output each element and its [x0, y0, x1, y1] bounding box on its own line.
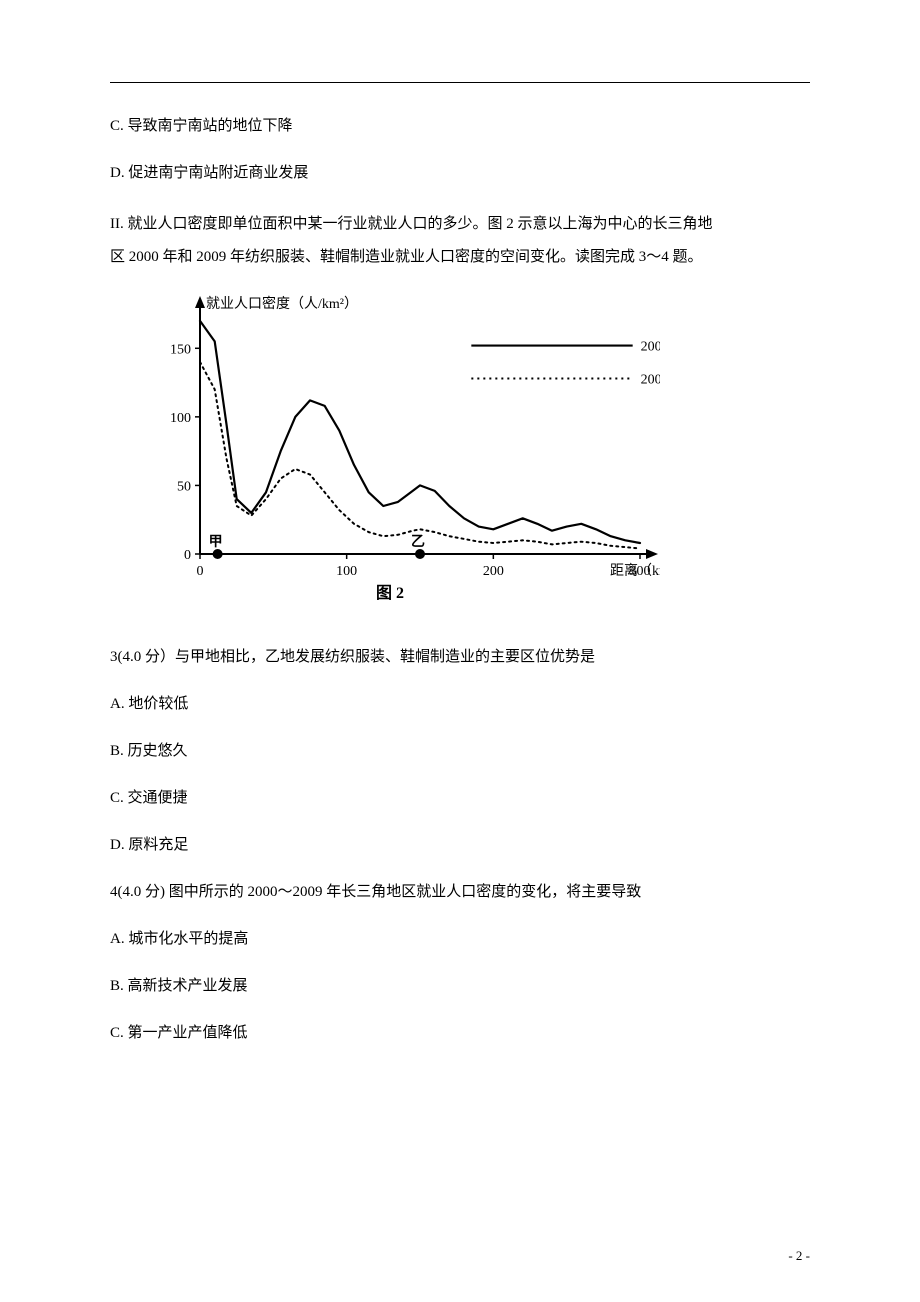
section-ii-intro-line2: 区 2000 年和 2009 年纺织服装、鞋帽制造业就业人口密度的空间变化。读图… [110, 249, 703, 265]
chart-svg: 0501001500100200300就业人口密度（人/km²）距离（km）甲乙… [140, 294, 660, 614]
question-4-option-c: C. 第一产业产值降低 [110, 1017, 810, 1050]
svg-text:就业人口密度（人/km²）: 就业人口密度（人/km²） [206, 295, 358, 312]
svg-text:50: 50 [177, 479, 191, 494]
question-4-option-c-text: C. 第一产业产值降低 [110, 1025, 248, 1041]
section-ii-intro: II. 就业人口密度即单位面积中某一行业就业人口的多少。图 2 示意以上海为中心… [110, 208, 810, 274]
page-number-text: - 2 - [788, 1248, 810, 1263]
question-4-option-b: B. 高新技术产业发展 [110, 970, 810, 1003]
question-4-option-b-text: B. 高新技术产业发展 [110, 978, 248, 994]
svg-text:2009年: 2009年 [641, 339, 660, 355]
option-d-line: D. 促进南宁南站附近商业发展 [110, 157, 810, 190]
page-number: - 2 - [788, 1248, 810, 1264]
question-4-option-a: A. 城市化水平的提高 [110, 923, 810, 956]
question-4-stem: 4(4.0 分) 图中所示的 2000～2009 年长三角地区就业人口密度的变化… [110, 876, 810, 909]
figure-2-chart: 0501001500100200300就业人口密度（人/km²）距离（km）甲乙… [140, 294, 810, 627]
option-c-text: C. 导致南宁南站的地位下降 [110, 118, 293, 134]
svg-text:0: 0 [197, 564, 204, 579]
option-c-line: C. 导致南宁南站的地位下降 [110, 110, 810, 143]
question-3-option-c-text: C. 交通便捷 [110, 790, 188, 806]
question-3-option-b: B. 历史悠久 [110, 735, 810, 768]
svg-text:200: 200 [483, 564, 504, 579]
question-4-option-a-text: A. 城市化水平的提高 [110, 931, 248, 947]
svg-text:距离（km）: 距离（km） [610, 562, 660, 579]
svg-text:图 2: 图 2 [376, 584, 404, 602]
question-3-option-c: C. 交通便捷 [110, 782, 810, 815]
question-3-option-a-text: A. 地价较低 [110, 696, 188, 712]
question-3-stem: 3(4.0 分）与甲地相比，乙地发展纺织服装、鞋帽制造业的主要区位优势是 [110, 641, 810, 674]
svg-text:150: 150 [170, 342, 191, 357]
question-3-option-d-text: D. 原料充足 [110, 837, 188, 853]
option-d-text: D. 促进南宁南站附近商业发展 [110, 165, 308, 181]
question-3-option-d: D. 原料充足 [110, 829, 810, 862]
question-4-stem-text: 4(4.0 分) 图中所示的 2000～2009 年长三角地区就业人口密度的变化… [110, 884, 641, 900]
section-ii-intro-line1: II. 就业人口密度即单位面积中某一行业就业人口的多少。图 2 示意以上海为中心… [110, 216, 713, 232]
svg-text:甲: 甲 [209, 534, 223, 550]
svg-text:100: 100 [336, 564, 357, 579]
question-3-stem-text: 3(4.0 分）与甲地相比，乙地发展纺织服装、鞋帽制造业的主要区位优势是 [110, 649, 595, 665]
page-content: C. 导致南宁南站的地位下降 D. 促进南宁南站附近商业发展 II. 就业人口密… [110, 110, 810, 1050]
svg-text:0: 0 [184, 548, 191, 563]
svg-text:乙: 乙 [411, 534, 425, 550]
svg-text:100: 100 [170, 411, 191, 426]
svg-text:2000年: 2000年 [641, 371, 660, 387]
question-3-option-b-text: B. 历史悠久 [110, 743, 188, 759]
question-3-option-a: A. 地价较低 [110, 688, 810, 721]
top-horizontal-rule [110, 82, 810, 83]
